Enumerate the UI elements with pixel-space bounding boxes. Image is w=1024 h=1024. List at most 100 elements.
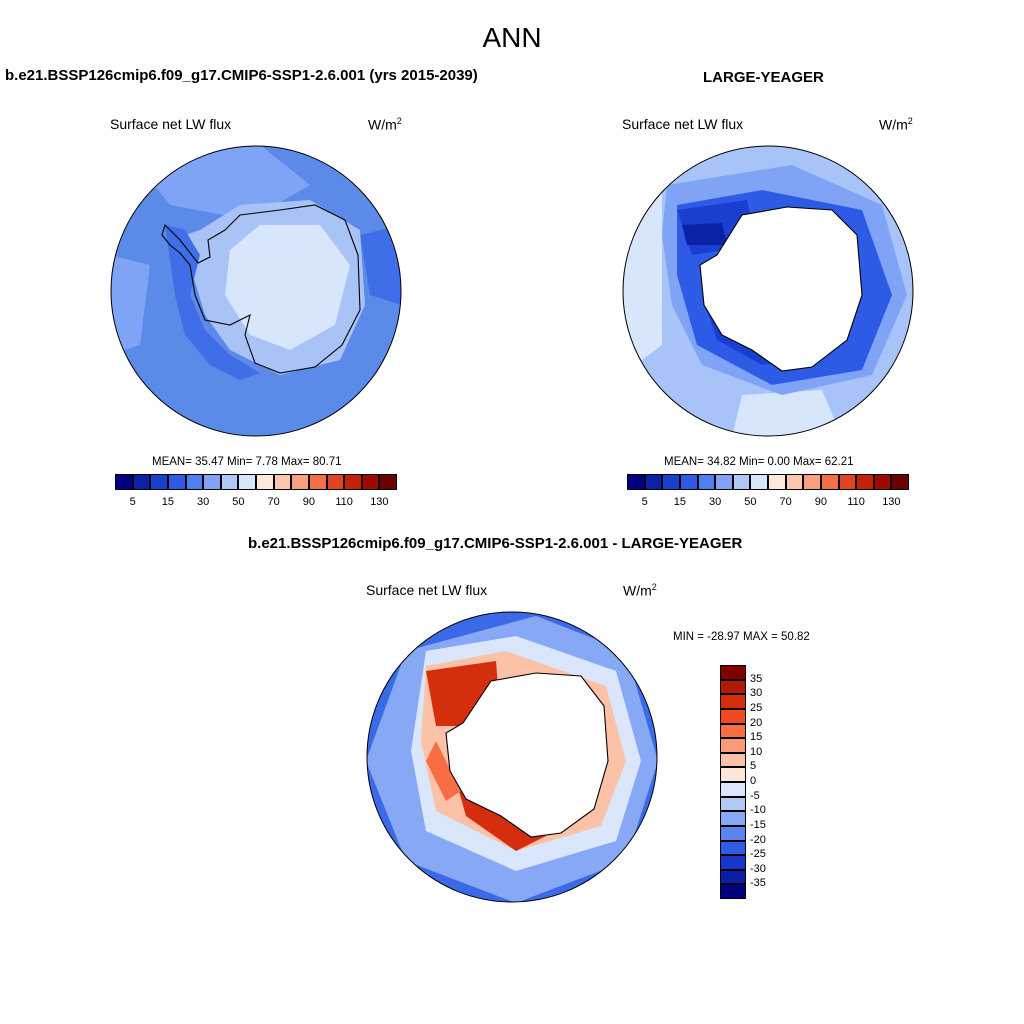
colorbar-swatch xyxy=(361,474,380,490)
colorbar-tick-label: 90 xyxy=(814,496,827,508)
colorbar-tick-label: -20 xyxy=(750,833,766,846)
model-polar-map xyxy=(110,145,402,437)
colorbar-swatch xyxy=(291,474,309,490)
colorbar-tick-label: 5 xyxy=(641,496,648,508)
model-stats: MEAN= 35.47 Min= 7.78 Max= 80.71 xyxy=(152,456,342,468)
colorbar-swatch xyxy=(891,474,909,490)
field-patch xyxy=(623,185,662,375)
colorbar-swatch xyxy=(720,782,746,797)
colorbar-swatch xyxy=(627,474,645,490)
colorbar-tick-label: 70 xyxy=(779,496,792,508)
colorbar-swatch xyxy=(732,474,751,490)
diff-variable-label: Surface net LW flux xyxy=(366,582,488,598)
antarctica-coastline xyxy=(161,204,361,374)
colorbar-swatch xyxy=(662,474,680,490)
colorbar-swatch xyxy=(720,884,746,899)
obs-colorbar xyxy=(627,474,909,490)
colorbar-tick-label: -5 xyxy=(750,789,760,802)
colorbar-swatch xyxy=(785,474,804,490)
colorbar-swatch xyxy=(185,474,204,490)
colorbar-tick-label: 0 xyxy=(750,775,757,787)
obs-panel-title: LARGE-YEAGER xyxy=(703,69,824,86)
antarctica-coastline xyxy=(699,206,863,372)
colorbar-swatch xyxy=(115,474,133,490)
colorbar-swatch xyxy=(873,474,892,490)
colorbar-tick-label: 110 xyxy=(847,496,865,508)
map-boundary xyxy=(110,145,402,437)
colorbar-tick-label: -25 xyxy=(750,848,766,861)
colorbar-swatch xyxy=(644,474,663,490)
colorbar-swatch xyxy=(720,796,746,812)
colorbar-swatch xyxy=(768,474,786,490)
colorbar-swatch xyxy=(720,738,746,753)
colorbar-swatch xyxy=(326,474,345,490)
colorbar-swatch xyxy=(720,694,746,709)
colorbar-swatch xyxy=(256,474,274,490)
map-boundary xyxy=(366,611,658,903)
model-variable-label: Surface net LW flux xyxy=(110,116,232,132)
diff-panel-title: b.e21.BSSP126cmip6.f09_g17.CMIP6-SSP1-2.… xyxy=(248,535,743,552)
obs-colorbar-labels: 5 15 30 50 70 90 110 130 xyxy=(627,496,909,510)
colorbar-tick-label: 35 xyxy=(750,672,763,685)
colorbar-swatch xyxy=(720,723,746,739)
model-panel-title: b.e21.BSSP126cmip6.f09_g17.CMIP6-SSP1-2.… xyxy=(5,67,478,84)
figure-title: ANN xyxy=(482,22,542,53)
colorbar-swatch xyxy=(720,855,746,870)
diff-units-label: W/m2 xyxy=(623,582,657,599)
map-boundary xyxy=(622,145,914,437)
colorbar-swatch xyxy=(308,474,327,490)
field-patch xyxy=(360,225,401,305)
ice-mask xyxy=(700,207,862,371)
colorbar-tick-label: 20 xyxy=(750,716,763,729)
colorbar-swatch xyxy=(720,708,746,724)
colorbar-swatch xyxy=(803,474,821,490)
colorbar-tick-label: 50 xyxy=(744,496,757,508)
diff-stats: MIN = -28.97 MAX = 50.82 xyxy=(673,631,810,643)
colorbar-tick-label: 130 xyxy=(882,496,901,508)
model-colorbar xyxy=(115,474,397,490)
colorbar-swatch xyxy=(379,474,397,490)
diff-polar-map xyxy=(366,611,658,903)
obs-variable-label: Surface net LW flux xyxy=(622,116,744,132)
model-colorbar-labels: 5 15 30 50 70 90 110 130 xyxy=(115,496,397,510)
colorbar-swatch xyxy=(838,474,857,490)
diff-colorbar xyxy=(720,665,746,899)
colorbar-tick-label: 50 xyxy=(232,496,245,508)
colorbar-swatch xyxy=(720,840,746,856)
colorbar-swatch xyxy=(720,752,746,768)
colorbar-tick-label: 30 xyxy=(197,496,210,508)
colorbar-tick-label: -15 xyxy=(750,818,766,831)
colorbar-tick-label: 5 xyxy=(129,496,136,508)
colorbar-tick-label: -35 xyxy=(750,877,766,890)
colorbar-swatch xyxy=(220,474,239,490)
colorbar-tick-label: 110 xyxy=(335,496,353,508)
diff-colorbar-labels: 35 30 25 20 15 10 5 0 -5 -10 -15 -20 -25 -30 -35 xyxy=(750,665,790,899)
colorbar-tick-label: 5 xyxy=(750,760,757,773)
colorbar-swatch xyxy=(167,474,186,490)
field-patch xyxy=(111,255,150,355)
field-patch xyxy=(682,223,727,245)
colorbar-tick-label: 10 xyxy=(750,745,763,758)
colorbar-tick-label: 15 xyxy=(161,496,174,508)
colorbar-tick-label: 25 xyxy=(750,701,763,714)
colorbar-swatch xyxy=(150,474,168,490)
colorbar-swatch xyxy=(720,869,746,885)
colorbar-tick-label: 15 xyxy=(673,496,686,508)
colorbar-tick-label: 30 xyxy=(709,496,722,508)
colorbar-tick-label: 90 xyxy=(302,496,315,508)
colorbar-swatch xyxy=(679,474,698,490)
colorbar-swatch xyxy=(132,474,151,490)
colorbar-swatch xyxy=(720,679,746,695)
field-patch xyxy=(732,390,842,436)
ice-mask xyxy=(446,673,608,837)
colorbar-tick-label: 130 xyxy=(370,496,389,508)
colorbar-tick-label: 70 xyxy=(267,496,280,508)
antarctica-coastline xyxy=(445,672,609,838)
colorbar-swatch xyxy=(697,474,716,490)
obs-stats: MEAN= 34.82 Min= 0.00 Max= 62.21 xyxy=(664,456,854,468)
colorbar-swatch xyxy=(344,474,362,490)
colorbar-swatch xyxy=(720,811,746,826)
model-units-label: W/m2 xyxy=(368,116,402,133)
colorbar-swatch xyxy=(820,474,839,490)
colorbar-tick-label: -30 xyxy=(750,862,766,875)
